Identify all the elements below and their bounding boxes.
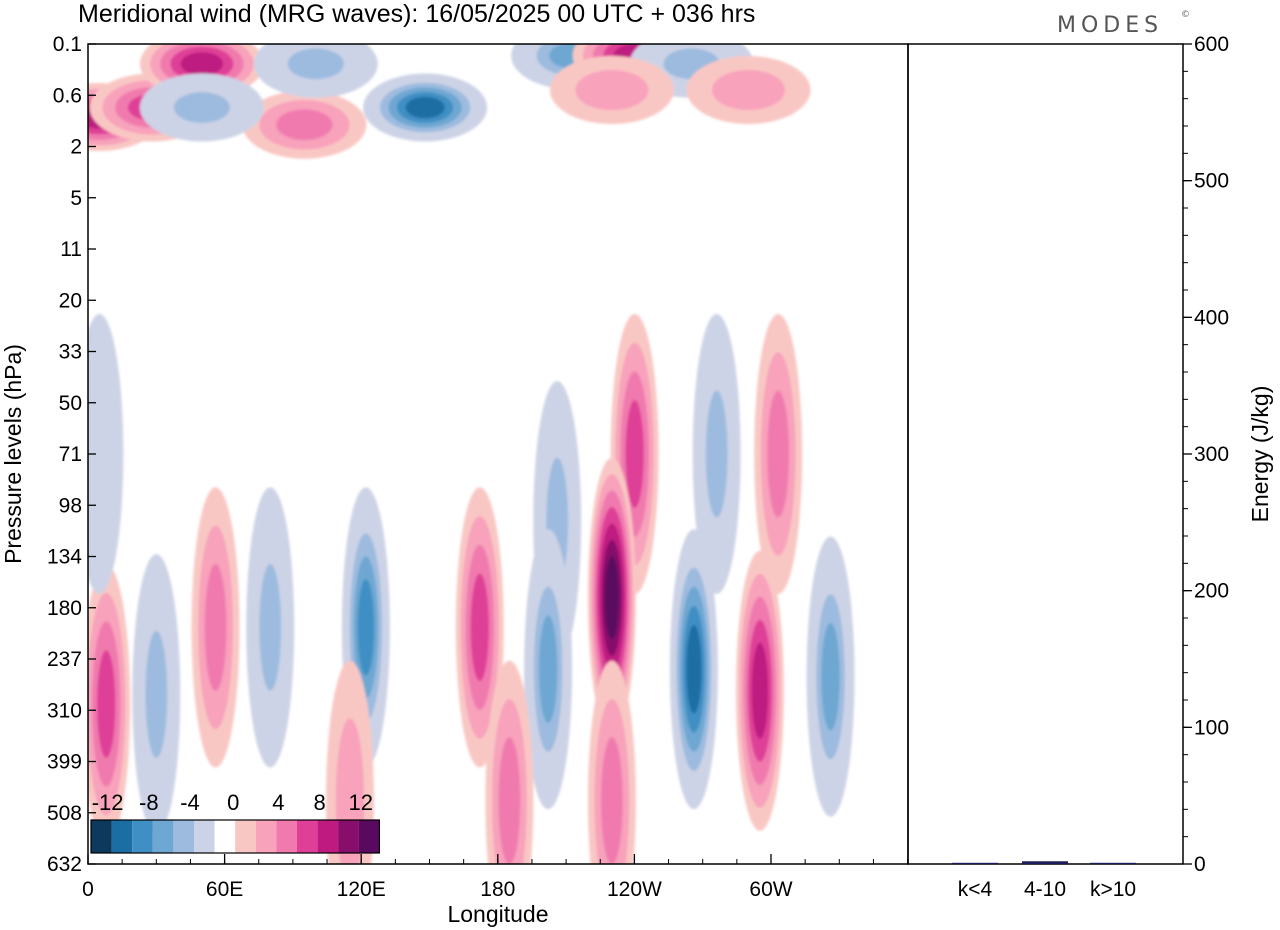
y-tick-label: 11: [60, 238, 82, 261]
energy-tick-label: 500: [1194, 170, 1229, 193]
x-axis-label: Longitude: [447, 901, 548, 927]
contour-cell: [204, 563, 227, 691]
contour-cell: [538, 615, 558, 724]
contour-cell: [751, 642, 769, 740]
y-tick-label: 237: [47, 648, 82, 671]
colorbar-label: -12: [92, 790, 124, 815]
colorbar-swatch: [214, 820, 236, 853]
colorbar-swatch: [152, 820, 174, 853]
energy-tick-label: 300: [1194, 443, 1229, 466]
contour-cell: [173, 92, 230, 123]
energy-tick-label: 400: [1194, 306, 1229, 329]
colorbar-swatch: [317, 820, 339, 853]
colorbar: -12 -8 -4 0 4 8 12: [90, 790, 380, 854]
energy-bar: [1090, 862, 1136, 864]
energy-axis-label: Energy (J/kg): [1247, 386, 1273, 523]
colorbar-swatch: [276, 820, 297, 853]
y-tick-label: 310: [47, 699, 82, 722]
y-tick-label: 33: [59, 341, 82, 364]
contour-cell: [145, 630, 168, 758]
contour-cell: [470, 573, 489, 682]
y-tick-label: 399: [47, 751, 82, 774]
y-tick-label: 71: [59, 443, 82, 466]
energy-category-label: k<4: [958, 878, 993, 901]
contour-cell: [259, 563, 282, 691]
contour-cell: [767, 390, 790, 518]
colorbar-label: -8: [139, 790, 159, 815]
colorbar-swatch: [255, 820, 277, 853]
colorbar-swatch: [235, 820, 256, 853]
y-axis-label: Pressure levels (hPa): [0, 344, 26, 564]
colorbar-label: 4: [272, 790, 284, 815]
energy-bar: [1022, 861, 1068, 864]
brand-name: MODES: [1057, 13, 1163, 38]
colorbar-swatch: [297, 820, 318, 853]
colorbar-swatch: [132, 820, 153, 853]
colorbar-frame: [90, 819, 380, 854]
y-tick-label: 20: [59, 289, 82, 312]
y-tick-label: 0.6: [53, 84, 82, 107]
contour-cell: [600, 737, 623, 864]
energy-tick-label: 600: [1194, 33, 1229, 56]
colorbar-label: 0: [227, 790, 239, 815]
y-tick-label: 50: [59, 392, 82, 415]
y-axis-pressure: 0.1 0.6 2 5 11 20 33 50 71 98 134 180 237 310 399 508 63…: [47, 33, 96, 876]
y-tick-label: 134: [47, 546, 82, 569]
y-tick-label: 5: [70, 187, 82, 210]
energy-category-label: k>10: [1090, 878, 1136, 901]
colorbar-label: 8: [313, 790, 325, 815]
y-tick-label: 180: [47, 597, 82, 620]
energy-category-label: 4-10: [1024, 878, 1066, 901]
x-tick-label: 60W: [749, 878, 792, 901]
x-tick-label: 120W: [607, 878, 662, 901]
colorbar-swatch: [173, 820, 194, 853]
energy-tick-label: 100: [1194, 716, 1229, 739]
x-tick-label: 120E: [337, 878, 386, 901]
y-tick-label: 508: [47, 802, 82, 825]
y-tick-label: 632: [47, 853, 82, 876]
colorbar-swatch: [338, 820, 359, 853]
energy-y-axis: 0 100 200 300 400 500 600: [1183, 33, 1229, 876]
colorbar-swatch: [91, 820, 112, 853]
y-tick-label: 2: [70, 136, 82, 159]
contour-cell: [604, 556, 619, 640]
contour-cell: [686, 624, 702, 714]
x-tick-label: 0: [82, 878, 94, 901]
contour-cell: [287, 48, 344, 80]
y-tick-label: 98: [59, 494, 82, 517]
contour-cell: [405, 96, 445, 119]
contour-cell: [88, 371, 114, 537]
colorbar-swatch: [194, 820, 215, 853]
contour-cell: [705, 390, 728, 518]
contour-cell: [625, 400, 644, 508]
x-tick-label: 180: [480, 878, 515, 901]
colorbar-swatch: [358, 820, 380, 853]
energy-tick-label: 0: [1194, 853, 1206, 876]
contour-cell: [821, 622, 840, 731]
x-tick-label: 60E: [206, 878, 243, 901]
contour-cell: [498, 737, 521, 864]
brand-logo: MODES ©: [1057, 10, 1190, 38]
chart-title: Meridional wind (MRG waves): 16/05/2025 …: [78, 0, 755, 28]
contour-cell: [97, 650, 116, 758]
contour-cell: [276, 109, 333, 141]
colorbar-label: 12: [349, 790, 373, 815]
heatmap-contours: [88, 44, 855, 864]
contour-cell: [357, 579, 375, 676]
energy-bar: [952, 862, 998, 864]
contour-cell: [711, 69, 786, 111]
energy-x-axis: k<4 4-10 k>10: [958, 878, 1136, 901]
contour-cell: [575, 69, 649, 111]
y-tick-label: 0.1: [53, 33, 82, 56]
energy-panel-frame: [907, 43, 1184, 865]
energy-tick-label: 200: [1194, 580, 1229, 603]
energy-bars: [952, 861, 1136, 864]
colorbar-label: -4: [180, 790, 200, 815]
contour-cell: [180, 52, 224, 76]
brand-mark: ©: [1181, 10, 1190, 20]
colorbar-swatch: [111, 820, 133, 853]
